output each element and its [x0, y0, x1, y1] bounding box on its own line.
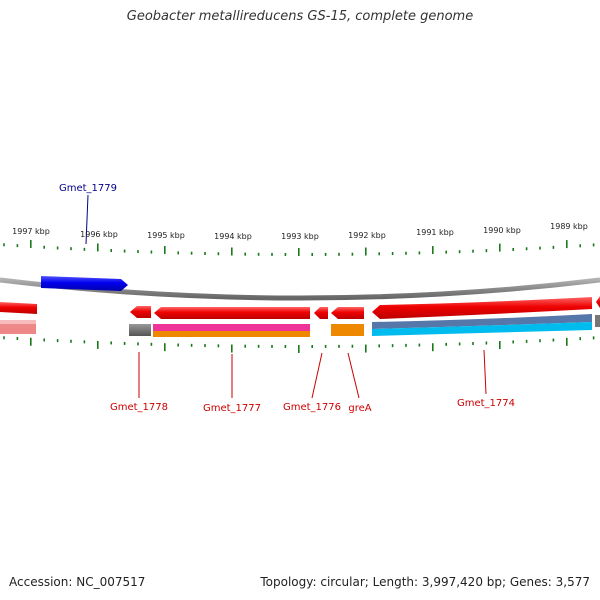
genome-title: Geobacter metallireducens GS-15, complet… — [126, 9, 474, 24]
feature-gmet-1777-magenta-bar — [153, 324, 310, 331]
gene-right-edge-arrow[interactable] — [596, 296, 600, 308]
genome-summary-label: Topology: circular; Length: 3,997,420 bp… — [260, 575, 590, 589]
gene-label-gmet-1774[interactable]: Gmet_1774 — [457, 398, 515, 409]
feature-left-pink-highlight — [0, 320, 36, 324]
feature-right-gray-bar — [595, 315, 600, 327]
gene-grea-arrow[interactable] — [331, 307, 364, 319]
gene-label-gmet-1776[interactable]: Gmet_1776 — [283, 402, 341, 413]
gene-gmet-1774-arrow[interactable] — [372, 297, 592, 319]
scale-label: 1991 kbp — [416, 228, 454, 237]
gene-gmet-1776-arrow[interactable] — [314, 307, 328, 319]
gmet-1776-leader — [311, 352, 323, 399]
gene-gmet-1779-arrow[interactable] — [41, 276, 128, 291]
gene-gmet-1777-arrow[interactable] — [154, 307, 310, 319]
scale-label: 1997 kbp — [12, 227, 50, 236]
scale-label: 1993 kbp — [281, 232, 319, 241]
gene-label-gmet-1778[interactable]: Gmet_1778 — [110, 402, 168, 413]
gene-label-gmet-1779[interactable]: Gmet_1779 — [59, 183, 117, 194]
scale-label: 1994 kbp — [214, 232, 252, 241]
gene-label-grea[interactable]: greA — [348, 403, 371, 414]
scale-label: 1996 kbp — [80, 230, 118, 239]
feature-gmet-1777-orange-bar — [153, 331, 310, 337]
scale-label: 1995 kbp — [147, 231, 185, 240]
scale-label: 1992 kbp — [348, 231, 386, 240]
gene-gmet-1778-arrow[interactable] — [130, 306, 151, 318]
gmet-1774-leader — [483, 349, 487, 395]
feature-gmet-1774-cyan-bar — [372, 322, 592, 336]
gene-label-gmet-1777[interactable]: Gmet_1777 — [203, 403, 261, 414]
feature-gmet-1778-gray-bar — [129, 324, 151, 336]
accession-label: Accession: NC_007517 — [9, 575, 146, 589]
scale-label: 1989 kbp — [550, 222, 588, 231]
feature-gmet-1774-steel-bar — [372, 314, 592, 329]
gmet-1779-leader — [85, 194, 89, 245]
feature-grea-orange-bar — [331, 324, 364, 336]
grea-leader — [347, 352, 360, 399]
scale-label: 1990 kbp — [483, 226, 521, 235]
gene-left-edge-arrow[interactable] — [0, 302, 37, 314]
scale-ticks — [3, 239, 595, 353]
